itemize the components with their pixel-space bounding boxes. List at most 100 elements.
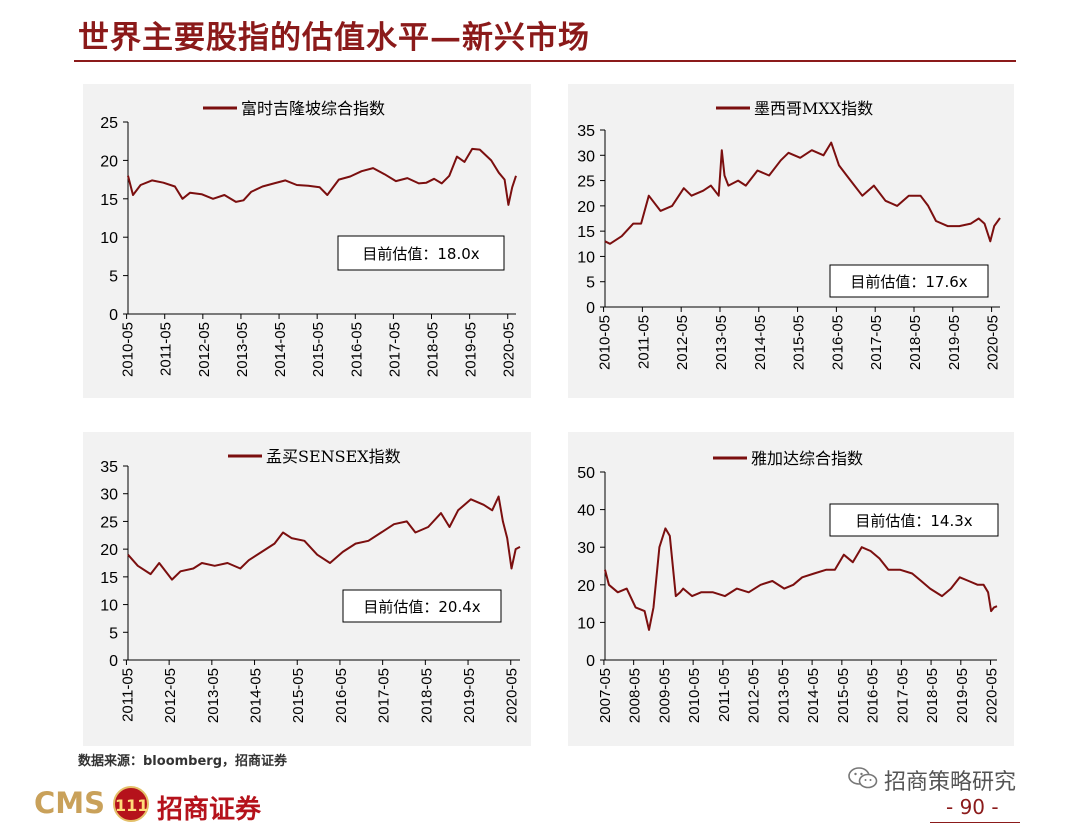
x-tick-label: 2017-05 bbox=[868, 315, 885, 370]
x-tick-label: 2017-05 bbox=[386, 322, 403, 377]
legend-label: 富时吉隆坡综合指数 bbox=[241, 99, 385, 118]
x-tick-label: 2018-05 bbox=[418, 668, 435, 723]
chart-panel-klci: 0 5 10 15 20 25 2010-05 2011-05 2012-05 2013-05 20… bbox=[83, 84, 531, 398]
x-tick-label: 2014-05 bbox=[752, 315, 769, 370]
x-tick-label: 2020-05 bbox=[984, 668, 1001, 723]
x-tick-label: 2014-05 bbox=[805, 668, 822, 723]
annotation-box bbox=[342, 589, 502, 623]
data-source-note: 数据来源：bloomberg，招商证券 bbox=[78, 754, 288, 769]
x-tick-label: 2016-05 bbox=[829, 315, 846, 370]
title-divider bbox=[74, 60, 1016, 62]
series-line bbox=[604, 527, 998, 631]
x-tick-label: 2012-05 bbox=[162, 668, 179, 723]
x-tick-label: 2014-05 bbox=[272, 322, 289, 377]
series-line bbox=[127, 147, 517, 206]
x-tick-label: 2019-05 bbox=[463, 322, 480, 377]
x-tick-label: 2018-05 bbox=[425, 322, 442, 377]
y-tick-label: 50 bbox=[577, 465, 595, 482]
y-tick-label: 20 bbox=[577, 199, 595, 216]
legend-label: 孟买SENSEX指数 bbox=[266, 447, 401, 466]
x-tick-label: 2019-05 bbox=[461, 668, 478, 723]
chart-panel-mxx: 0 5 10 15 20 25 30 35 2010-05 2011-05 2012-05 2013-… bbox=[568, 84, 1014, 398]
x-tick-label: 2017-05 bbox=[376, 668, 393, 723]
page-number-underline bbox=[930, 822, 1020, 823]
y-tick-label: 15 bbox=[100, 570, 118, 587]
x-tick-label: 2018-05 bbox=[924, 668, 941, 723]
x-tick-label: 2012-05 bbox=[746, 668, 763, 723]
x-tick-label: 2012-05 bbox=[674, 315, 691, 370]
y-tick-label: 35 bbox=[100, 459, 118, 476]
x-tick-label: 2011-05 bbox=[635, 315, 652, 369]
logo-company-name: 招商证券 bbox=[157, 795, 262, 825]
annotation-label: 目前估值：20.4x bbox=[363, 598, 480, 616]
x-tick-label: 2012-05 bbox=[196, 322, 213, 377]
logo-badge-icon: 111 bbox=[113, 786, 149, 822]
legend-label: 墨西哥MXX指数 bbox=[754, 99, 873, 118]
y-tick-label: 25 bbox=[100, 115, 118, 132]
annotation-label: 目前估值：17.6x bbox=[850, 273, 967, 291]
y-tick-label: 10 bbox=[100, 230, 118, 247]
x-tick-label: 2013-05 bbox=[713, 315, 730, 370]
x-tick-label: 2010-05 bbox=[597, 315, 614, 370]
x-tick-label: 2018-05 bbox=[907, 315, 924, 370]
x-tick-label: 2017-05 bbox=[894, 668, 911, 723]
chart-panel-sensex: 0 5 10 15 20 25 30 35 2011-05 2012-05 2013-05 2014-… bbox=[83, 432, 531, 746]
chart-mxx: 0 5 10 15 20 25 30 35 2010-05 2011-05 2012-05 2013-… bbox=[577, 99, 1002, 370]
chart-panel-jci: 0 10 20 30 40 50 2007-05 2008-05 2009-05 2010-05 2… bbox=[568, 432, 1014, 746]
y-tick-label: 40 bbox=[577, 503, 595, 520]
y-tick-label: 10 bbox=[100, 598, 118, 615]
x-tick-label: 2016-05 bbox=[865, 668, 882, 723]
chart-sensex: 0 5 10 15 20 25 30 35 2011-05 2012-05 2013-05 2014-… bbox=[100, 447, 521, 723]
wechat-account-name: 招商策略研究 bbox=[884, 770, 1017, 795]
y-tick-label: 20 bbox=[100, 153, 118, 170]
y-tick-label: 0 bbox=[586, 653, 595, 670]
x-tick-label: 2020-05 bbox=[985, 315, 1002, 370]
chart-jci: 0 10 20 30 40 50 2007-05 2008-05 2009-05 2010-05 2… bbox=[577, 449, 1001, 723]
y-tick-label: 10 bbox=[577, 249, 595, 266]
series-line bbox=[127, 495, 521, 581]
x-tick-label: 2010-05 bbox=[120, 322, 137, 377]
x-tick-label: 2013-05 bbox=[234, 322, 251, 377]
x-tick-label: 2016-05 bbox=[333, 668, 350, 723]
annotation-box bbox=[337, 235, 505, 271]
annotation-label: 目前估值：14.3x bbox=[855, 512, 972, 530]
x-tick-label: 2013-05 bbox=[205, 668, 222, 723]
y-tick-label: 25 bbox=[577, 174, 595, 191]
y-tick-label: 0 bbox=[109, 653, 118, 670]
y-tick-label: 5 bbox=[586, 275, 595, 292]
annotation-box bbox=[829, 503, 999, 537]
chart-klci: 0 5 10 15 20 25 2010-05 2011-05 2012-05 2013-05 20… bbox=[100, 99, 518, 377]
x-tick-label: 2019-05 bbox=[946, 315, 963, 370]
x-tick-label: 2011-05 bbox=[158, 322, 175, 376]
y-tick-label: 30 bbox=[100, 487, 118, 504]
y-tick-label: 5 bbox=[109, 269, 118, 286]
y-tick-label: 30 bbox=[577, 148, 595, 165]
x-tick-label: 2010-05 bbox=[686, 668, 703, 723]
y-tick-label: 0 bbox=[586, 300, 595, 317]
x-tick-label: 2014-05 bbox=[248, 668, 265, 723]
x-tick-label: 2011-05 bbox=[716, 668, 733, 722]
x-tick-label: 2016-05 bbox=[348, 322, 365, 377]
x-tick-label: 2007-05 bbox=[597, 668, 614, 723]
y-tick-label: 25 bbox=[100, 514, 118, 531]
y-tick-label: 20 bbox=[100, 542, 118, 559]
x-tick-label: 2013-05 bbox=[775, 668, 792, 723]
wechat-icon bbox=[848, 767, 878, 789]
x-tick-label: 2011-05 bbox=[119, 668, 136, 722]
annotation-box bbox=[829, 264, 989, 298]
y-tick-label: 35 bbox=[577, 123, 595, 140]
x-tick-label: 2015-05 bbox=[791, 315, 808, 370]
y-tick-label: 10 bbox=[577, 615, 595, 632]
page-title: 世界主要股指的估值水平—新兴市场 bbox=[78, 20, 590, 56]
x-tick-label: 2015-05 bbox=[310, 322, 327, 377]
series-line bbox=[604, 141, 1001, 245]
y-tick-label: 20 bbox=[577, 578, 595, 595]
page-number: - 90 - bbox=[946, 795, 999, 819]
y-tick-label: 0 bbox=[109, 307, 118, 324]
y-tick-label: 15 bbox=[577, 224, 595, 241]
y-tick-label: 30 bbox=[577, 540, 595, 557]
y-tick-label: 15 bbox=[100, 192, 118, 209]
legend-label: 雅加达综合指数 bbox=[751, 449, 863, 468]
x-tick-label: 2008-05 bbox=[627, 668, 644, 723]
logo-cms-text: CMS bbox=[34, 786, 106, 820]
